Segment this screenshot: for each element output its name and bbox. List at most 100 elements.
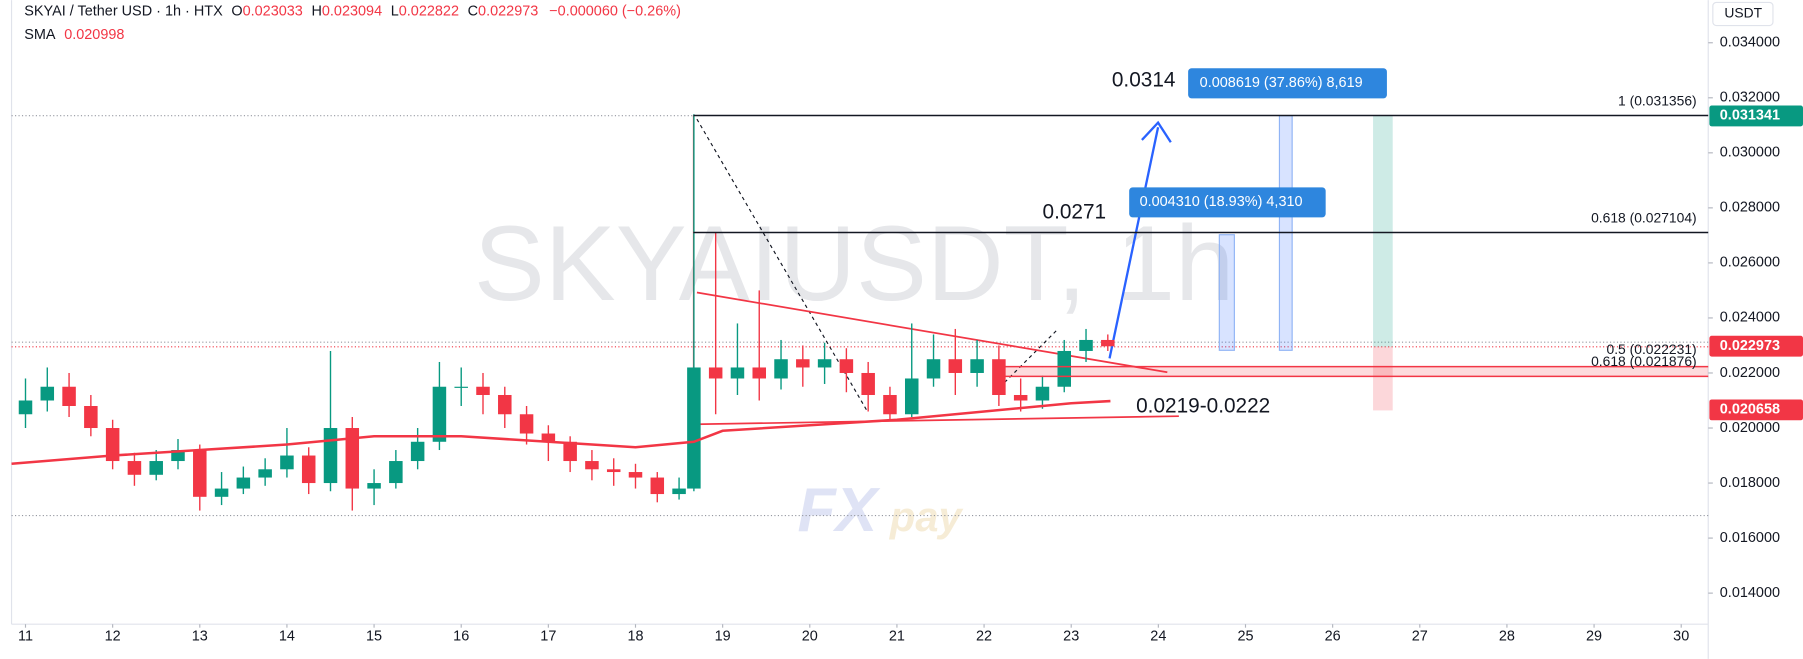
x-tick-label: 26 xyxy=(1325,629,1341,645)
annotation: 0.0314 xyxy=(1112,69,1176,92)
x-tick-label: 18 xyxy=(627,629,643,645)
y-tick-label: 0.030000 xyxy=(1720,145,1780,161)
x-tick-label: 13 xyxy=(192,629,208,645)
ohlc-value: 0.023094 xyxy=(322,3,382,19)
y-tick-label: 0.024000 xyxy=(1720,310,1780,326)
candle-body xyxy=(323,428,338,484)
annotation: 0.0219-0.0222 xyxy=(1136,394,1270,417)
candle-body xyxy=(476,386,490,395)
candle-body xyxy=(672,488,686,495)
stop-box xyxy=(1373,346,1393,411)
x-tick-label: 15 xyxy=(366,629,382,645)
fib-label: 0.5 (0.022231) xyxy=(1607,341,1697,357)
x-tick-label: 17 xyxy=(540,629,556,645)
candle-body xyxy=(606,469,621,473)
candle-body xyxy=(367,483,381,489)
sma-line xyxy=(11,399,1111,466)
y-tick-label: 0.022000 xyxy=(1720,365,1780,381)
x-tick-label: 25 xyxy=(1237,629,1253,645)
candle-body xyxy=(752,367,766,379)
y-tick-label: 0.016000 xyxy=(1720,530,1780,546)
candle-body xyxy=(926,359,941,379)
measure-box xyxy=(1129,187,1326,218)
arrow-head xyxy=(1141,120,1172,143)
candle-body xyxy=(708,367,723,379)
candle-body xyxy=(730,367,745,379)
candle-body xyxy=(236,477,251,489)
fib-label: 0.618 (0.021876) xyxy=(1591,353,1697,369)
candle-body xyxy=(389,461,403,484)
x-tick-label: 28 xyxy=(1499,629,1515,645)
fib-label: 1 (0.031356) xyxy=(1618,92,1697,108)
price-tag xyxy=(1709,105,1803,127)
logo-pay: pay xyxy=(889,493,964,540)
price-tag xyxy=(1709,335,1803,357)
x-tick-label: 27 xyxy=(1412,629,1428,645)
candle-body xyxy=(214,488,229,497)
candle-body xyxy=(454,386,468,388)
candle-body xyxy=(105,428,120,462)
y-tick-label: 0.026000 xyxy=(1720,255,1780,271)
price-tag xyxy=(1709,399,1803,421)
annotation: 0.0271 xyxy=(1043,200,1107,223)
x-tick-label: 11 xyxy=(18,629,33,645)
candle-body xyxy=(432,386,447,442)
ohlc-value: 0.022822 xyxy=(399,3,459,19)
candle-body xyxy=(1035,386,1050,401)
candle-body xyxy=(1013,394,1028,401)
candle-body xyxy=(585,461,599,470)
target-box xyxy=(1373,115,1393,347)
watermark: SKYAIUSDT, 1h xyxy=(474,204,1234,323)
x-tick-label: 14 xyxy=(279,629,295,645)
candle-body xyxy=(410,441,425,462)
measure-label: 0.008619 (37.86%) 8,619 xyxy=(1200,75,1363,91)
measure-box xyxy=(1188,68,1387,99)
x-tick-label: 16 xyxy=(453,629,469,645)
candle-body xyxy=(948,359,963,373)
x-tick-label: 24 xyxy=(1150,629,1166,645)
x-tick-label: 23 xyxy=(1063,629,1079,645)
ohlc-value: 0.022973 xyxy=(478,3,538,19)
candle-body xyxy=(904,378,919,415)
trend-line xyxy=(696,118,868,411)
candle-body xyxy=(40,386,55,401)
x-tick-label: 21 xyxy=(889,629,905,645)
y-tick-label: 0.018000 xyxy=(1720,475,1780,491)
fib-label: 0.618 (0.027104) xyxy=(1591,209,1697,225)
candle-body xyxy=(301,455,316,484)
y-tick-label: 0.034000 xyxy=(1720,35,1780,51)
triangle-line xyxy=(696,415,1179,426)
header: SKYAI / Tether USD · 1h · HTX O0.023033 … xyxy=(24,3,681,19)
price-tag-label: 0.022973 xyxy=(1720,338,1780,354)
candle-body xyxy=(193,450,207,497)
sma-legend: SMA 0.020998 xyxy=(24,27,124,43)
x-tick-label: 20 xyxy=(802,629,818,645)
candle-body xyxy=(796,359,810,368)
candle-body xyxy=(687,367,701,489)
candle-body xyxy=(628,472,643,478)
y-tick-label: 0.014000 xyxy=(1720,585,1780,601)
y-tick-label: 0.020000 xyxy=(1720,420,1780,436)
ohlc-value: 0.023033 xyxy=(243,3,303,19)
candle-body xyxy=(280,455,294,470)
candle-body xyxy=(127,461,142,475)
y-tick-label: 0.028000 xyxy=(1720,200,1780,216)
price-tag-label: 0.031341 xyxy=(1720,108,1780,124)
candle-body xyxy=(970,359,984,373)
measure-bar xyxy=(1218,234,1235,351)
x-tick-label: 12 xyxy=(105,629,121,645)
ohlc-label: L xyxy=(391,3,399,19)
candle-body xyxy=(62,386,76,407)
candle-body xyxy=(171,450,185,462)
candle-body xyxy=(1057,350,1071,387)
ohlc-label: C xyxy=(468,3,478,19)
candle-body xyxy=(519,414,534,434)
candle-body xyxy=(345,428,360,489)
candle-body xyxy=(839,359,854,373)
x-tick-label: 30 xyxy=(1673,629,1689,645)
price-tag-label: 0.020658 xyxy=(1720,402,1780,418)
candle-body xyxy=(817,359,832,368)
